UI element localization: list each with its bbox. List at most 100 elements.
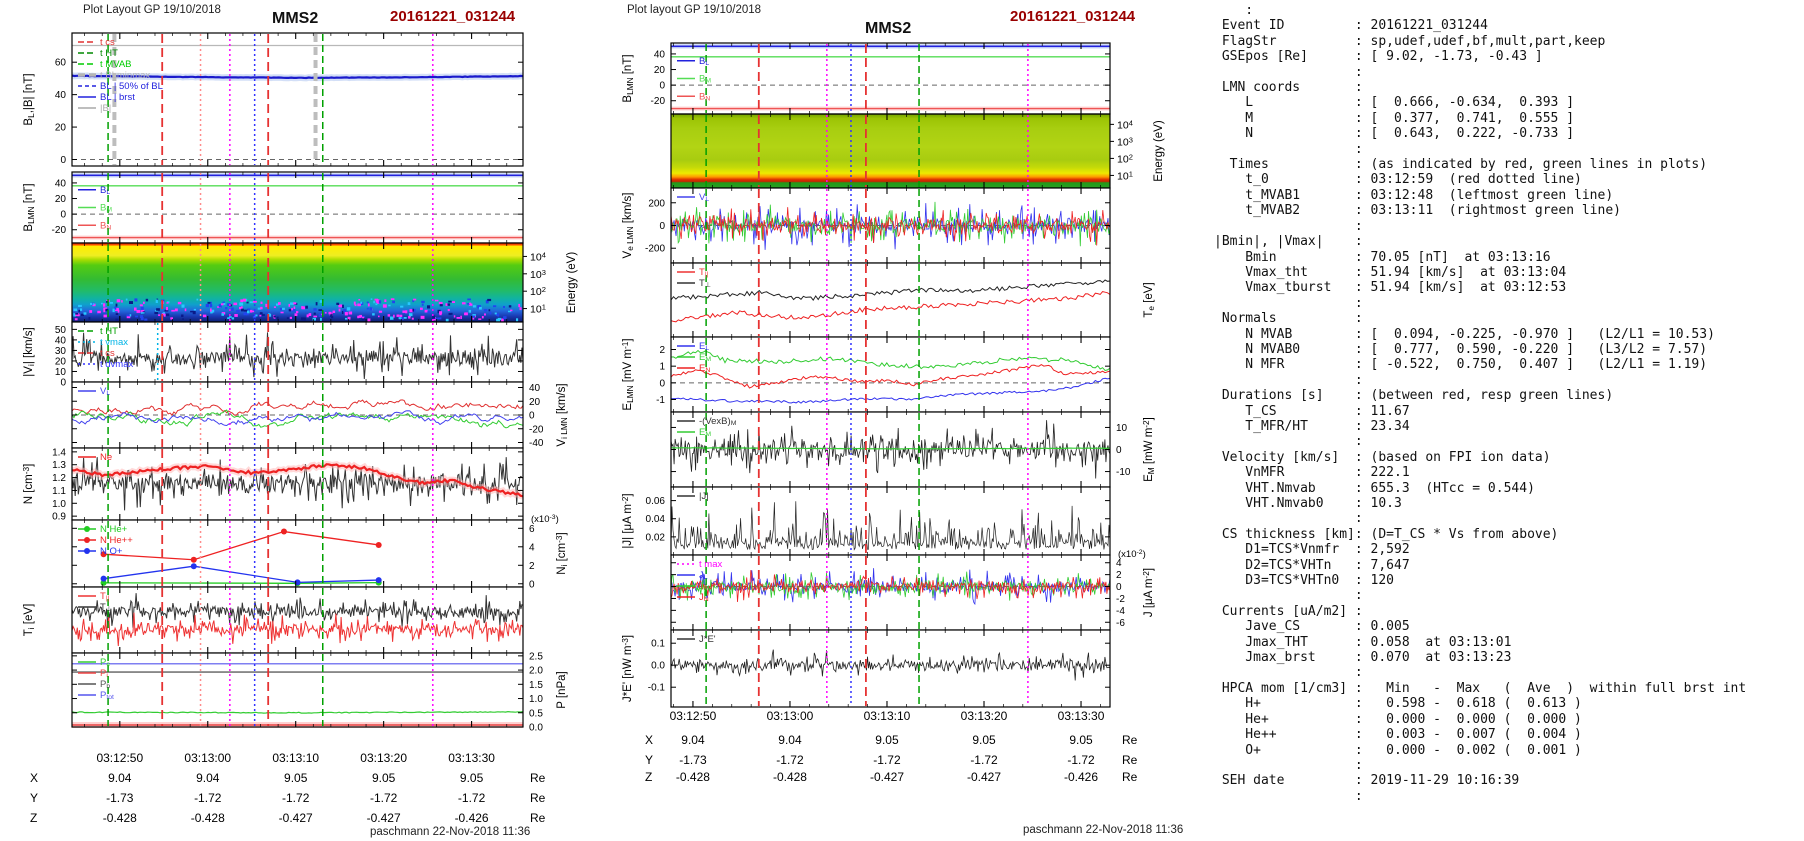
info-line: LMN coords : [1214,80,1363,96]
axis-tick-label: 40 [55,335,67,346]
axis-tick-label: 50 [55,325,67,336]
info-line: Durations [s] : (between red, resp green… [1214,388,1614,404]
axis-label: |Vi| [km/s] [23,327,36,376]
legend-label: BM [100,203,112,214]
ephemeris-value: -1.72 [370,791,398,805]
ephemeris-value: -1.72 [776,753,804,767]
axis-tick-label: 10 [55,367,67,378]
axis-tick-label: 1.0 [52,499,66,510]
info-line: : [1214,372,1363,388]
legend-label: T|| [699,267,709,278]
info-line: Jave_CS : 0.005 [1214,619,1410,635]
legend-label: t MVAB [100,59,132,70]
legend-label: BM [699,74,711,85]
ephemeris-value: -0.426 [1064,770,1098,784]
axis-tick-label: 0.0 [651,661,665,672]
axis-tick-label: -200 [645,244,665,255]
info-line: : [1214,141,1363,157]
axis-tick-label: -6 [1116,618,1125,629]
legend-label: -(VexB)M [699,416,737,427]
left-panel-p6: 0.9 1.0 1.1 1.2 1.3 1.4 N [cm-3] Ne [22,447,524,523]
axis-tick-label: 60 [55,58,67,69]
ephemeris-value: -1.72 [873,753,901,767]
axis-tick-label: 0.1 [651,639,665,650]
left-event-id: 20161221_031244 [390,8,516,25]
axis-tick-label: 0 [529,579,535,590]
ephemeris-value: 9.05 [284,771,308,785]
info-line: t_MVAB1 : 03:12:48 (leftmost green line) [1214,187,1614,203]
axis-tick-label: 2.0 [529,666,543,677]
legend-label: T|| [100,591,110,602]
left-panel-p7: 0 2 4 6 Ni [cm-3] (x10-3) N He+N He++N O+ [71,514,569,590]
axis-scale-label: (x10-2) [1118,549,1146,560]
info-line: : [1214,665,1363,681]
ephemeris-value: -0.427 [279,811,313,825]
ephemeris-value: -0.428 [676,770,710,784]
ephemeris-value: -0.426 [455,811,489,825]
ephemeris-value: 9.04 [778,733,802,747]
info-line: N : [ 0.643, 0.222, -0.733 ] [1214,126,1575,142]
axis-tick-label: 1.3 [52,460,66,471]
legend-label: t HT [100,48,118,59]
legend-label: VL [100,386,110,397]
info-line: D3=TCS*VHTn0 : 120 [1214,573,1395,589]
axis-tick-label: 0.5 [529,708,543,719]
time-tick-label: 03:13:20 [961,709,1008,723]
info-line: : [1214,434,1363,450]
axis-label: J*E' [nW m-3] [621,635,634,702]
axis-tick-label: -10 [1116,467,1131,478]
legend-label: N He+ [100,524,128,535]
axis-tick-label: 102 [1117,152,1133,165]
info-line: Vmax_tburst : 51.94 [km/s] at 03:12:53 [1214,280,1567,296]
axis-label: Ni [cm-3] [555,532,569,574]
spectrogram [671,114,1110,188]
legend-label: J*E' [699,634,716,645]
legend-label: Pb [100,679,110,690]
axis-tick-label: 0.02 [646,532,666,543]
info-line: N MVAB0 : [ 0.777, 0.590, -0.220 ] (L3/L… [1214,341,1708,357]
axis-tick-label: 20 [55,356,67,367]
axis-tick-label: 4 [1116,558,1122,569]
legend-label: VL [699,192,709,203]
legend-label: |B| [100,103,111,114]
info-line: Event ID : 20161221_031244 [1214,18,1488,34]
info-line: : [1214,757,1363,773]
axis-label: P [nPa] [556,671,568,709]
axis-label: J [μA m-2] [1142,568,1155,617]
mid-panel-m9: 0.1 0.0 -0.1 J*E' [nW m-3] J*E' [621,629,1111,708]
axis-tick-label: 0 [1116,445,1122,456]
info-line: Vmax_tht : 51.94 [km/s] at 03:13:04 [1214,264,1567,280]
axis-tick-label: 4 [529,542,535,553]
axis-tick-label: 0.06 [646,496,666,507]
ephemeris-row-label: Z [30,811,37,825]
legend-label: Ptot [100,690,114,701]
axis-tick-label: 0.04 [646,514,666,525]
axis-tick-label: 6 [529,524,535,535]
ephemeris-unit: Re [530,771,546,785]
legend-label: BL | brst [100,92,135,103]
axis-label: Te [eV] [1143,282,1156,317]
legend-label: T⊥ [100,602,112,613]
axis-tick-label: 1 [659,362,665,373]
axis-tick-label: 102 [530,285,546,298]
time-tick-label: 03:12:50 [670,709,717,723]
legend-label: JL [699,570,708,581]
axis-tick-label: 0 [659,81,665,92]
middle-event-id: 20161221_031244 [1010,8,1136,25]
ephemeris-value: -0.427 [870,770,904,784]
mid-panel-m4: Te [eV] T||T⊥ [670,262,1156,338]
legend-label: BN [100,220,111,231]
axis-tick-label: 104 [1117,118,1133,131]
legend-label: BL [699,56,709,67]
info-line: T_MFR/HT : 23.34 [1214,418,1410,434]
legend-label: t cs [100,37,115,48]
legend-label: T⊥ [699,278,711,289]
axis-tick-label: 1.1 [52,486,66,497]
axis-tick-label: 0 [60,378,66,389]
ephemeris-value: -0.428 [103,811,137,825]
axis-label: ELMN [mV m-1] [621,338,635,410]
info-line: O+ : 0.000 - 0.002 ( 0.001 ) [1214,742,1582,758]
